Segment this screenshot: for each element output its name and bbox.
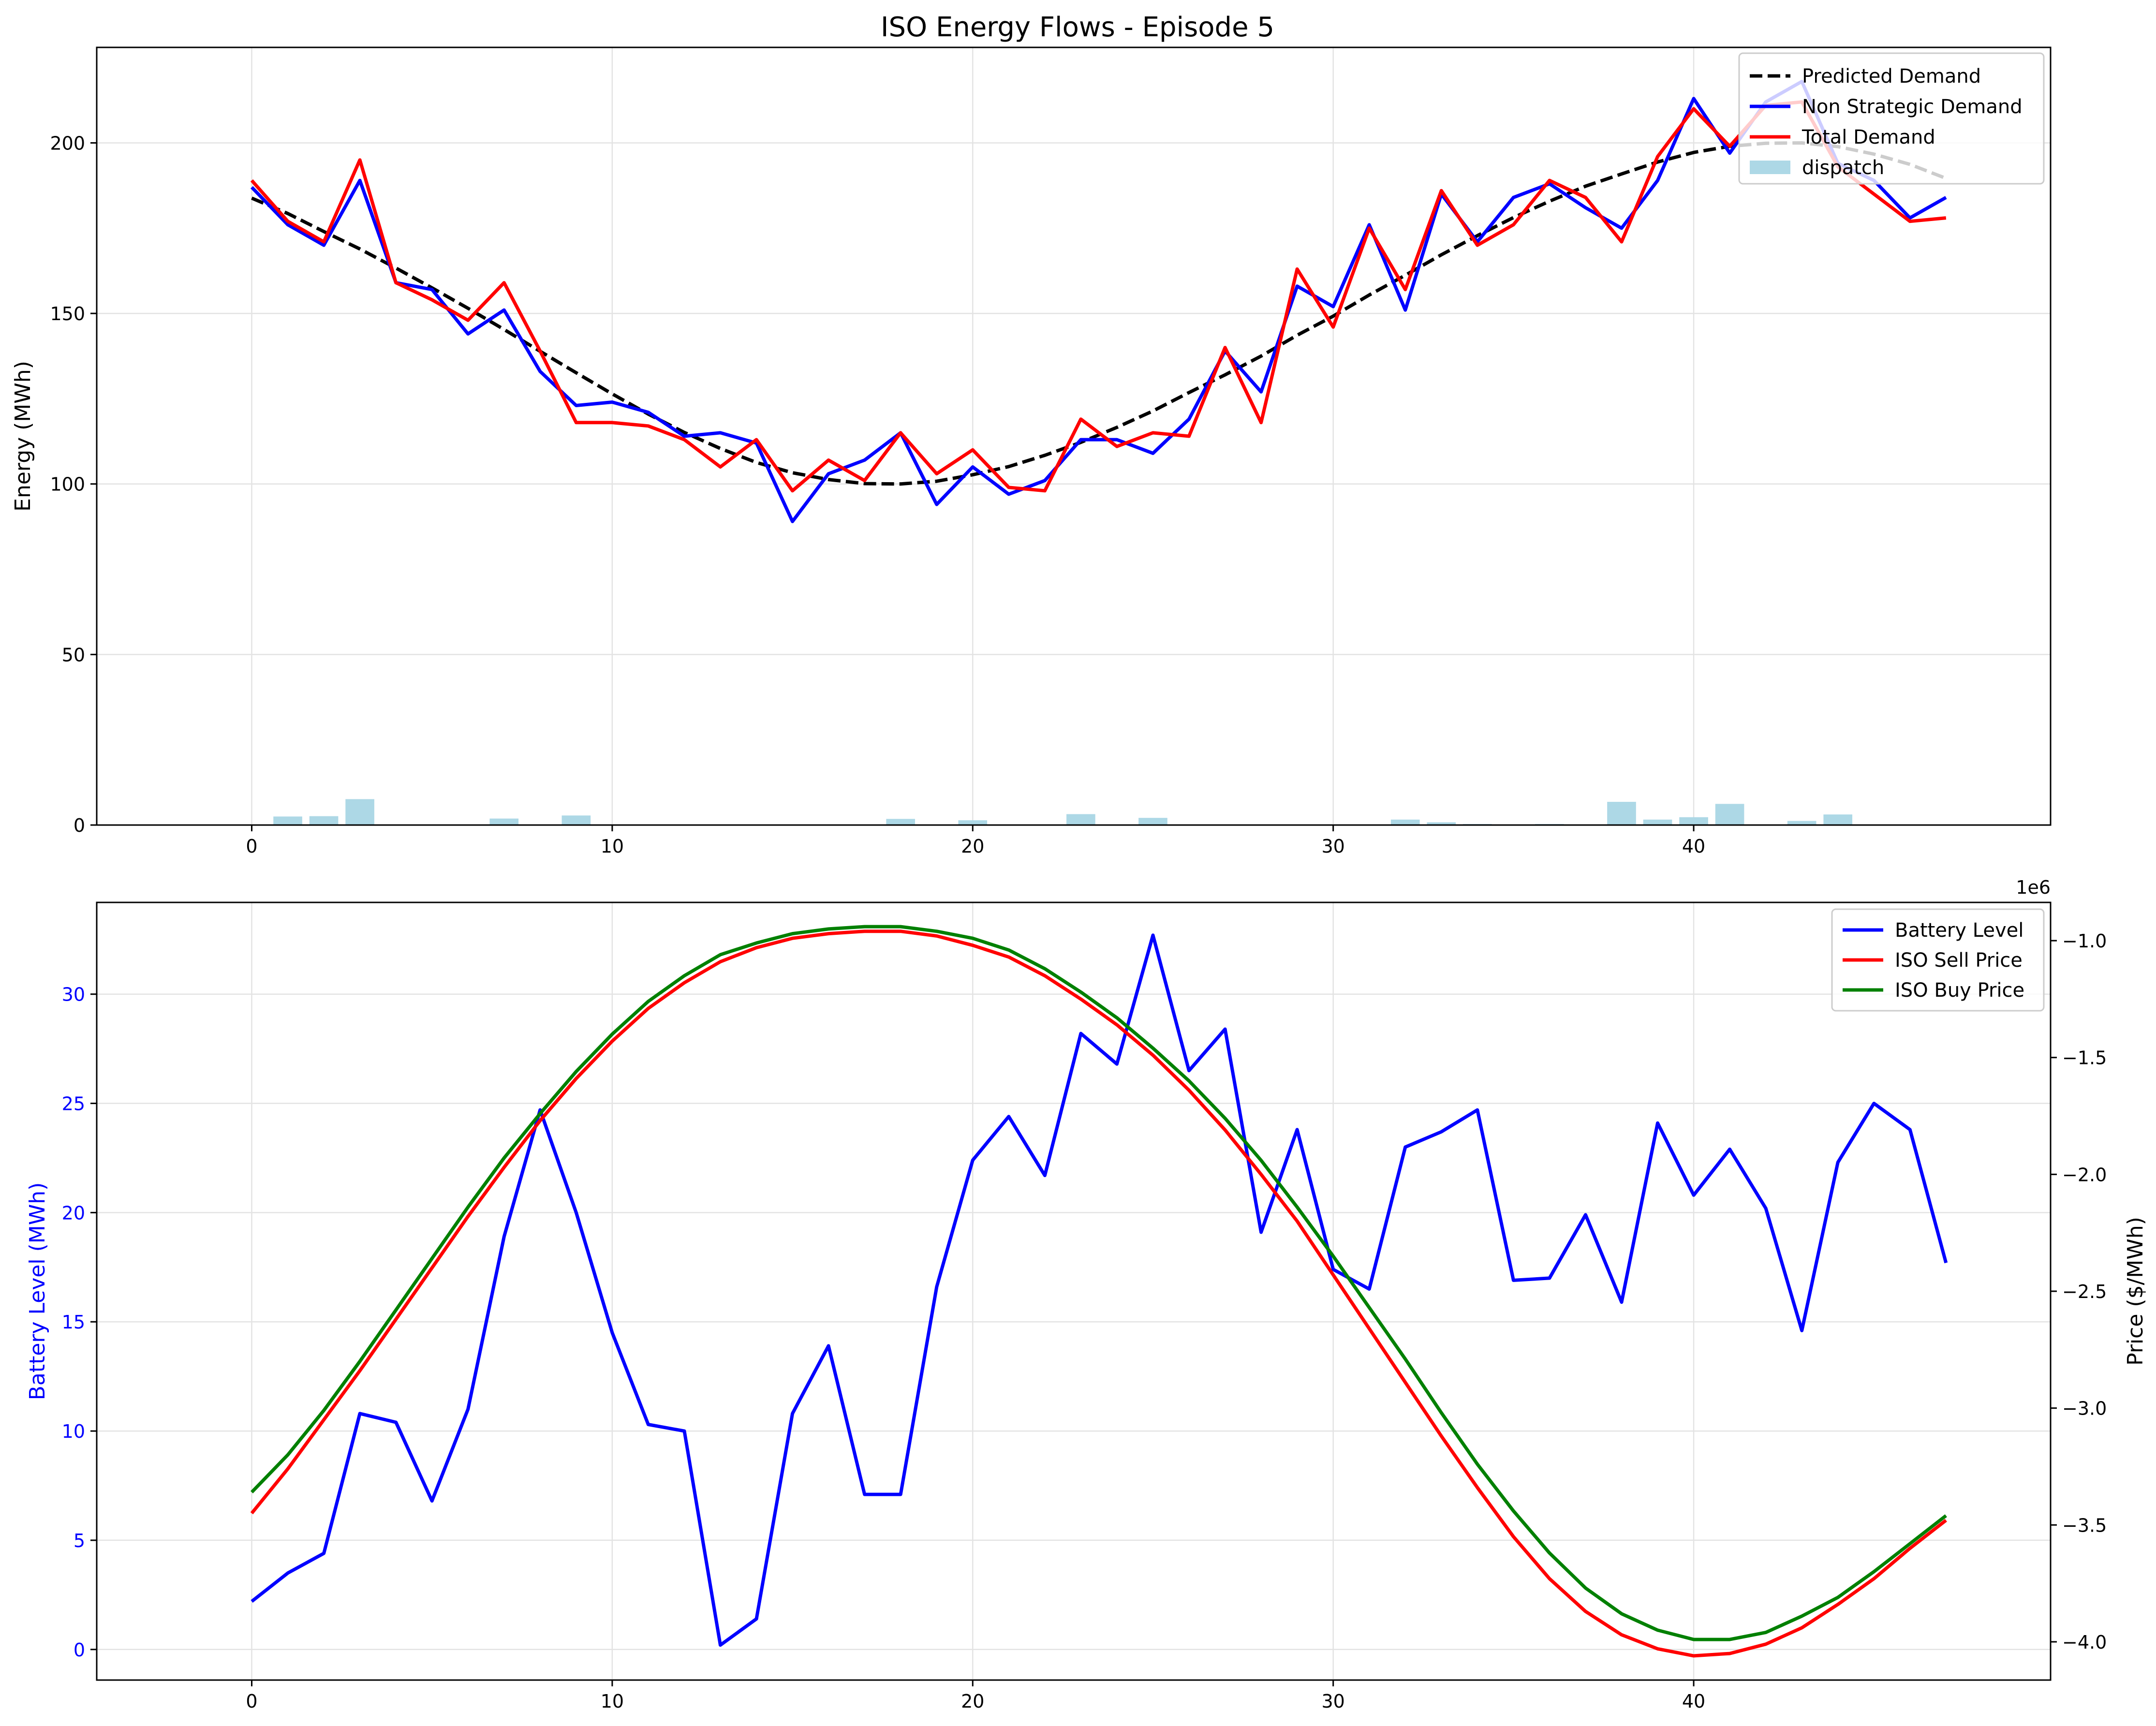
x-tick-label-0: 0 [246, 1691, 257, 1712]
dispatch-bar-9 [561, 815, 591, 825]
y2-tick-label-4: −2.0 [2062, 1164, 2107, 1185]
dispatch-bar-25 [1138, 818, 1167, 825]
legend-swatch-dispatch [1750, 161, 1790, 174]
legend-label-battery-level: Battery Level [1895, 919, 2023, 942]
x-tick-label-10: 10 [601, 1691, 624, 1712]
legend: Predicted Demand Non Strategic Demand Tota… [1738, 52, 2045, 185]
dispatch-bar-32 [1390, 819, 1420, 825]
x-tick-label-30: 30 [1321, 836, 1344, 857]
dispatch-bar-2 [309, 816, 339, 825]
dispatch-bar-20 [958, 820, 988, 825]
y-tick-label-10: 10 [62, 1421, 85, 1442]
dispatch-bar-44 [1823, 814, 1853, 825]
energy-flows-chart: 0 10 20 30 40 0 50 100 150 200 Energy (MWh) Predict… [11, 46, 2052, 857]
legend-box [1831, 908, 2045, 1012]
y-tick-label-15: 15 [62, 1312, 85, 1333]
dispatch-bar-23 [1066, 814, 1095, 825]
dispatch-bar-33 [1427, 822, 1456, 825]
dispatch-bar-39 [1643, 819, 1672, 825]
x-tick-label-10: 10 [601, 836, 624, 857]
y2-offset-text: 1e6 [2016, 877, 2051, 898]
legend-label-total-demand: Total Demand [1802, 126, 1935, 148]
y2-tick-label-6: −1.0 [2062, 930, 2107, 952]
y2-tick-label-0: −4.0 [2062, 1632, 2107, 1653]
y-axis-label: Energy (MWh) [11, 361, 35, 512]
y-tick-label-25: 25 [62, 1093, 85, 1115]
x-tick-label-20: 20 [961, 1691, 984, 1712]
legend-label-dispatch: dispatch [1802, 157, 1884, 179]
x-tick-label-0: 0 [246, 836, 257, 857]
legend-box [1738, 52, 2045, 185]
y2-axis-label: Price ($/MWh) [2123, 1217, 2148, 1366]
dispatch-bar-38 [1607, 802, 1636, 825]
dispatch-bar-18 [886, 819, 916, 825]
dispatch-bar-3 [345, 799, 374, 825]
legend-label-non-strategic-demand: Non Strategic Demand [1802, 96, 2023, 118]
y-tick-label-20: 20 [62, 1202, 85, 1224]
plot-frame [96, 46, 2052, 826]
y2-tick-label-3: −2.5 [2062, 1281, 2107, 1302]
dispatch-bar-40 [1679, 817, 1708, 825]
y2-tick-label-1: −3.5 [2062, 1515, 2107, 1536]
figure-title: ISO Energy Flows - Episode 5 [881, 12, 1274, 43]
legend-label-iso-buy-price: ISO Buy Price [1895, 979, 2024, 1002]
y-tick-label-0: 0 [74, 815, 85, 836]
dispatch-bar-1 [273, 816, 302, 825]
y-tick-label-0: 0 [74, 1639, 85, 1661]
series-iso-buy-price [250, 925, 1947, 1641]
series-total-demand [250, 100, 1947, 493]
dispatch-bar-41 [1715, 804, 1744, 825]
y-axis-label: Battery Level (MWh) [25, 1182, 50, 1401]
y2-tick-label-5: −1.5 [2062, 1047, 2107, 1069]
x-tick-label-30: 30 [1321, 1691, 1344, 1712]
dispatch-bar-7 [489, 818, 519, 825]
y2-tick-label-2: −3.0 [2062, 1398, 2107, 1419]
y-tick-label-50: 50 [62, 644, 85, 665]
series-non-strategic-demand [250, 80, 1947, 523]
y-tick-label-150: 150 [50, 303, 85, 325]
x-tick-label-40: 40 [1682, 1691, 1705, 1712]
legend-label-iso-sell-price: ISO Sell Price [1895, 949, 2023, 972]
x-tick-label-40: 40 [1682, 836, 1705, 857]
legend: Battery Level ISO Sell Price ISO Buy Price [1831, 908, 2045, 1012]
series-iso-sell-price [250, 929, 1947, 1658]
y-tick-label-5: 5 [74, 1530, 85, 1551]
battery-price-chart: 0 10 20 30 40 0 5 10 15 20 25 30 −4.0 −3.5 −3.0 −2.5 −2.… [25, 877, 2148, 1712]
x-tick-label-20: 20 [961, 836, 984, 857]
legend-label-predicted-demand: Predicted Demand [1802, 65, 1981, 88]
y-tick-label-200: 200 [50, 133, 85, 154]
y-tick-label-100: 100 [50, 474, 85, 495]
dispatch-bar-43 [1787, 821, 1816, 825]
y-tick-label-30: 30 [62, 984, 85, 1005]
